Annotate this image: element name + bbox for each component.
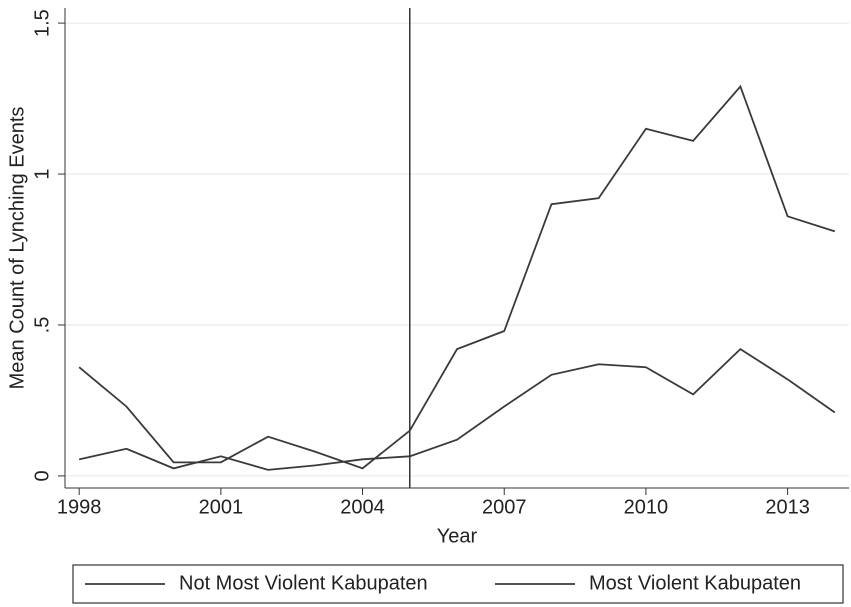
legend-label: Not Most Violent Kabupaten bbox=[179, 572, 428, 594]
x-tick-label: 2013 bbox=[765, 496, 810, 518]
x-tick-label: 2007 bbox=[482, 496, 527, 518]
y-tick-label: 1 bbox=[31, 168, 53, 179]
y-tick-label: 0 bbox=[31, 470, 53, 481]
y-tick-label: .5 bbox=[31, 317, 53, 334]
y-tick-label: 1.5 bbox=[31, 9, 53, 37]
x-tick-label: 2010 bbox=[624, 496, 669, 518]
y-axis-label: Mean Count of Lynching Events bbox=[6, 107, 28, 390]
x-tick-label: 2001 bbox=[199, 496, 244, 518]
legend-box bbox=[72, 564, 844, 604]
x-axis-label: Year bbox=[437, 525, 478, 547]
series-line bbox=[78, 84, 836, 470]
series-line bbox=[78, 347, 836, 471]
x-tick-label: 2004 bbox=[340, 496, 385, 518]
x-tick-label: 1998 bbox=[57, 496, 102, 518]
legend-label: Most Violent Kabupaten bbox=[589, 572, 801, 594]
